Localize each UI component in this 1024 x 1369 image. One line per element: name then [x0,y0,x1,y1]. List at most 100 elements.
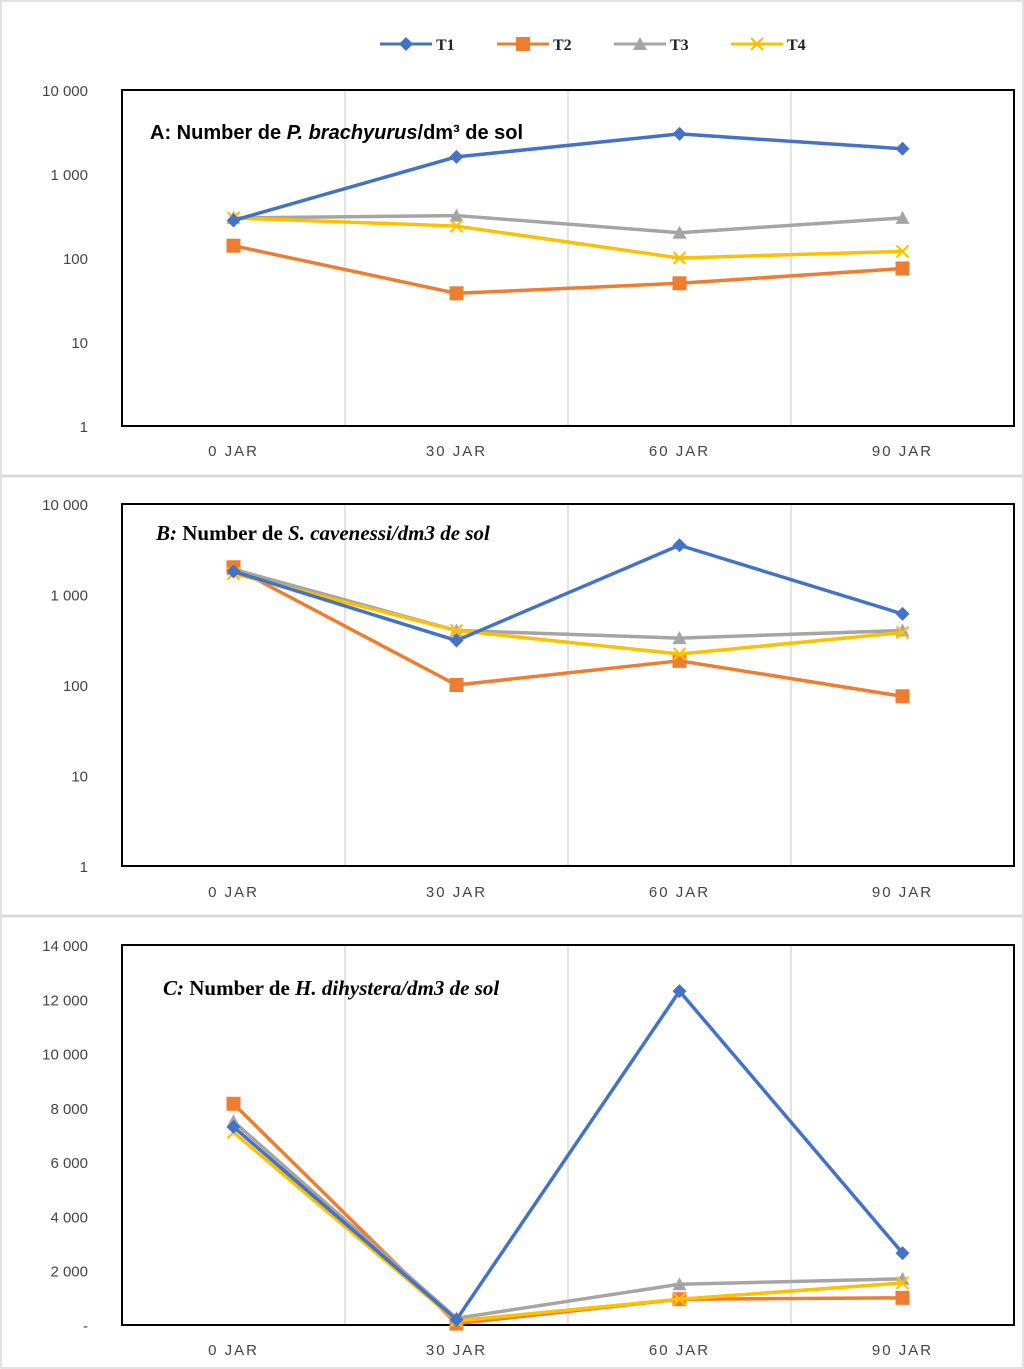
data-point [672,225,687,239]
x-tick-label: 60 JAR [649,1342,710,1359]
series-t3 [226,208,910,239]
series-t2 [226,560,910,704]
data-point [672,653,687,668]
x-tick-label: 0 JAR [208,884,259,901]
data-point [895,606,910,621]
series-line [233,571,903,656]
panel-a-y-axis: 1 10 100 1 000 10 000 [42,83,88,436]
y-tick-label: 1 [80,859,88,876]
legend-label: T1 [436,37,455,54]
data-point [895,1246,910,1261]
legend-item-t2: T2 [497,37,572,54]
legend-marker-triangle [633,37,647,50]
y-tick-label: 1 000 [50,167,88,184]
panel-a-title: A: Number de P. brachyurus/dm³ de sol [150,122,523,144]
series-t1 [226,538,910,648]
data-point [449,219,464,233]
series-line [233,216,903,260]
legend-marker-square [516,37,530,51]
y-tick-label: 4 000 [50,1209,88,1226]
x-tick-label: 0 JAR [208,443,259,460]
y-tick-label: 2 000 [50,1264,88,1281]
data-point [449,633,464,648]
x-tick-label: 90 JAR [872,443,933,460]
series-line [232,989,904,1322]
data-point [895,1290,910,1305]
x-tick-label: 0 JAR [208,1342,259,1359]
data-point [672,538,687,553]
panel-c: C: Number de H. dihystera/dm3 de sol - 2 … [42,938,1015,1359]
y-tick-label: 8 000 [50,1101,88,1118]
series-t1 [226,126,910,228]
x-tick-label: 30 JAR [426,884,487,901]
data-point [895,625,910,640]
panel-a-series [226,126,910,301]
data-point [672,276,687,291]
data-point [449,678,464,692]
panel-c-gridlines [344,945,792,1325]
series-line [232,565,903,699]
x-tick-label: 60 JAR [649,443,710,460]
data-point [895,1276,910,1290]
data-point [226,238,241,253]
panel-b-gridlines [344,504,792,866]
y-tick-label: 10 000 [42,497,88,514]
series-line [232,1120,903,1320]
y-tick-label: 1 [80,419,88,436]
y-tick-label: 1 000 [50,588,88,605]
data-point [449,286,464,301]
data-point [895,261,910,276]
series-t2 [226,238,910,301]
series-line [233,244,903,296]
y-tick-label: 14 000 [42,938,88,955]
y-tick-label: 6 000 [50,1155,88,1172]
y-tick-label: 10 [71,335,88,352]
panel-c-y-axis: - 2 000 4 000 6 000 8 000 10 000 12 000 14 000 [42,938,88,1335]
data-point [226,1119,241,1134]
data-point [449,623,464,638]
data-point [672,631,687,645]
data-point [226,213,241,228]
series-t4 [226,211,910,265]
data-point [226,564,241,579]
legend-label: T3 [670,37,689,54]
data-point [672,1277,687,1291]
panel-c-x-axis: 0 JAR 30 JAR 60 JAR 90 JAR [208,1342,931,1359]
data-point [449,208,464,222]
y-tick-label: 100 [63,251,88,268]
legend-item-t3: T3 [614,37,689,54]
series-line [232,543,904,643]
panel-c-title: C: Number de H. dihystera/dm3 de sol [163,976,499,1000]
series-line [233,567,903,640]
data-point [895,244,910,259]
data-point [672,984,687,999]
data-point [672,251,687,265]
panel-a: A: Number de P. brachyurus/dm³ de sol 1 1… [42,83,1015,460]
panel-b-series [226,538,910,704]
x-tick-label: 30 JAR [426,443,487,460]
legend-label: T4 [787,37,806,54]
series-line [233,132,903,223]
panel-c-plot-border [121,944,1015,1326]
data-point [449,1312,464,1327]
y-tick-label: - [83,1318,88,1335]
data-point [672,126,687,141]
x-tick-label: 30 JAR [426,1342,487,1359]
data-point [895,210,910,224]
data-point [895,141,910,156]
y-tick-label: 12 000 [42,992,88,1009]
panel-a-plot-border [121,89,1015,427]
data-point [672,1292,687,1306]
legend-label: T2 [553,37,572,54]
y-tick-label: 10 000 [42,1047,88,1064]
series-line [232,1130,903,1323]
data-point [895,689,910,704]
panel-b: B: Number de S. cavenessi/dm3 de sol 1 10… [42,497,1015,901]
panel-a-x-axis: 0 JAR 30 JAR 60 JAR 90 JAR [208,443,933,460]
legend-item-t1: T1 [380,37,455,54]
x-tick-label: 60 JAR [649,884,710,901]
x-tick-label: 90 JAR [872,884,933,901]
legend: T1 T2 T3 T4 [380,37,806,54]
